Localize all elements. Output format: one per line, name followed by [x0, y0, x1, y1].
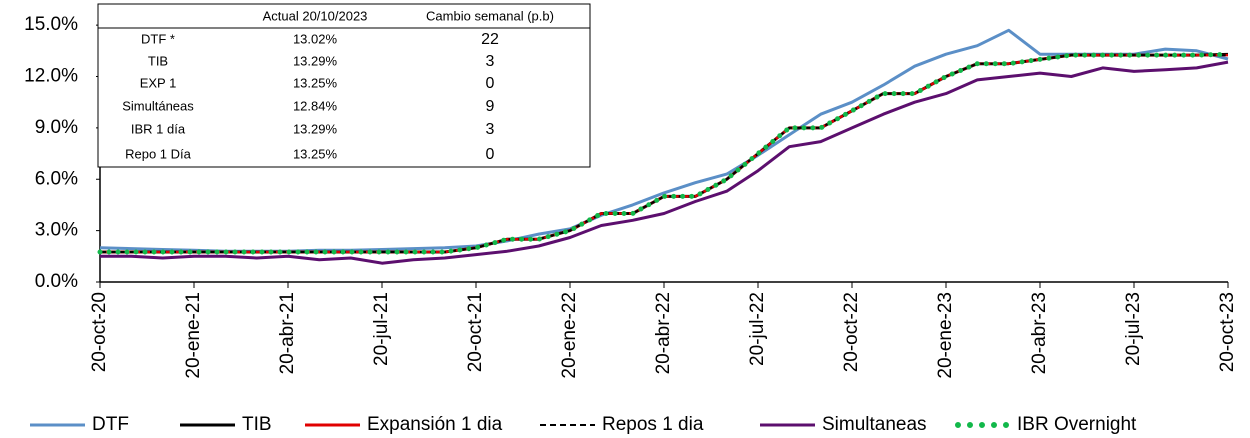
x-tick-label: 20-abr-23 [1029, 292, 1050, 374]
y-tick-label: 12.0% [24, 66, 78, 87]
table-header: Actual 20/10/2023 [263, 8, 368, 23]
table-actual: 13.25% [293, 75, 338, 90]
legend-label: Expansión 1 dia [367, 414, 503, 435]
x-tick-label: 20-ene-21 [183, 292, 204, 379]
legend-label: IBR Overnight [1017, 414, 1137, 435]
x-tick-label: 20-abr-22 [653, 292, 674, 374]
y-tick-label: 0.0% [35, 271, 78, 292]
x-tick-label: 20-oct-23 [1217, 292, 1238, 372]
series-line [100, 60, 1229, 265]
x-tick-label: 20-jul-23 [1123, 292, 1144, 366]
table-change: 3 [486, 53, 495, 70]
table-header: Cambio semanal (p.b) [426, 8, 554, 23]
y-tick-label: 6.0% [35, 168, 78, 189]
table-actual: 13.29% [293, 53, 338, 68]
x-tick-label: 20-oct-21 [465, 292, 486, 372]
legend-label: TIB [242, 414, 272, 435]
series-line [97, 51, 1231, 255]
table-actual: 12.84% [293, 98, 338, 113]
x-tick-label: 20-ene-23 [935, 292, 956, 379]
legend-label: Repos 1 dia [602, 414, 704, 435]
table-change: 0 [486, 75, 495, 92]
x-tick-label: 20-abr-21 [277, 292, 298, 374]
x-tick-label: 20-oct-20 [89, 292, 110, 372]
x-tick-label: 20-jul-22 [747, 292, 768, 366]
table-actual: 13.29% [293, 121, 338, 136]
x-tick-label: 20-ene-22 [559, 292, 580, 379]
legend-label: DTF [92, 414, 129, 435]
table-change: 22 [481, 31, 499, 48]
table-change: 0 [486, 146, 495, 163]
table-actual: 13.25% [293, 146, 338, 161]
table-box [97, 3, 591, 168]
table-name: DTF * [141, 31, 175, 46]
table-name: EXP 1 [140, 75, 177, 90]
table-name: Simultáneas [122, 98, 194, 113]
x-tick-label: 20-oct-22 [841, 292, 862, 372]
legend-label: Simultaneas [822, 414, 927, 435]
table-name: TIB [148, 53, 168, 68]
table-name: Repo 1 Día [125, 146, 192, 161]
y-tick-label: 9.0% [35, 117, 78, 138]
table-change: 9 [486, 98, 495, 115]
table-name: IBR 1 día [131, 121, 186, 136]
y-tick-label: 3.0% [35, 220, 78, 241]
x-tick-label: 20-jul-21 [371, 292, 392, 366]
table-change: 3 [486, 121, 495, 138]
table-actual: 13.02% [293, 31, 338, 46]
y-tick-label: 15.0% [24, 14, 78, 35]
